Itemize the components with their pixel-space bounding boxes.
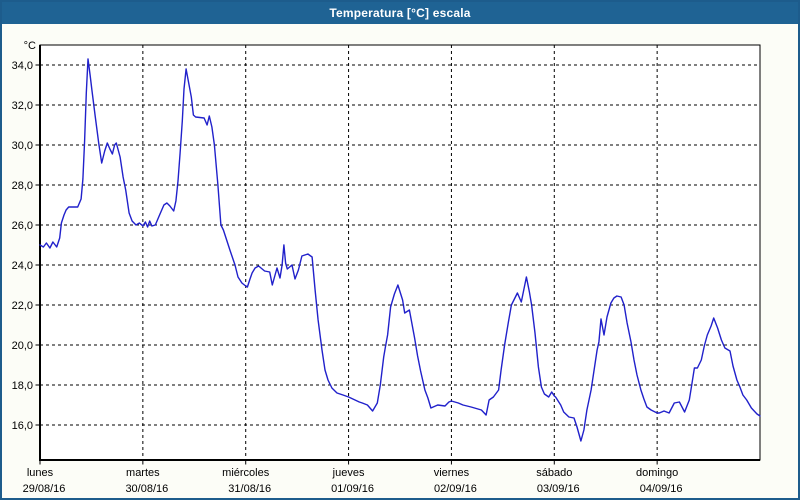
temperature-series-line	[39, 58, 761, 442]
y-tick-label: 20,0	[12, 340, 33, 352]
x-axis-date-label: 30/08/16	[125, 483, 168, 495]
x-axis-day-label: domingo	[636, 467, 678, 479]
x-axis-date-label: 02/09/16	[434, 483, 477, 495]
x-axis-day-label: martes	[126, 467, 160, 479]
x-axis-date-label: 04/09/16	[640, 483, 683, 495]
y-tick-label: 32,0	[12, 100, 33, 112]
y-tick-label: 22,0	[12, 300, 33, 312]
y-tick-label: 24,0	[12, 260, 33, 272]
x-axis-date-label: 03/09/16	[537, 483, 580, 495]
x-axis-day-label: lunes	[27, 467, 54, 479]
x-axis-day-label: sábado	[536, 467, 572, 479]
y-axis-unit-label: °C	[24, 40, 36, 52]
y-tick-label: 30,0	[12, 140, 33, 152]
y-tick-label: 18,0	[12, 380, 33, 392]
x-axis-date-label: 01/09/16	[331, 483, 374, 495]
y-tick-label: 34,0	[12, 60, 33, 72]
x-axis-day-label: viernes	[434, 467, 470, 479]
x-axis-day-label: miércoles	[222, 467, 270, 479]
y-tick-label: 26,0	[12, 220, 33, 232]
plot-area	[39, 44, 761, 461]
chart-title: Temperatura [°C] escala	[329, 6, 471, 20]
x-axis-date-label: 31/08/16	[228, 483, 271, 495]
temperature-chart: 34,0 32,0 30,0 28,0 26,0 24,0 22,0 20,0 18,0 16,0…	[12, 40, 761, 495]
x-axis-date-label: 29/08/16	[23, 483, 66, 495]
x-axis-day-label: jueves	[332, 467, 365, 479]
y-tick-label: 28,0	[12, 180, 33, 192]
title-bar: Temperatura [°C] escala	[2, 2, 798, 24]
y-tick-label: 16,0	[12, 420, 33, 432]
